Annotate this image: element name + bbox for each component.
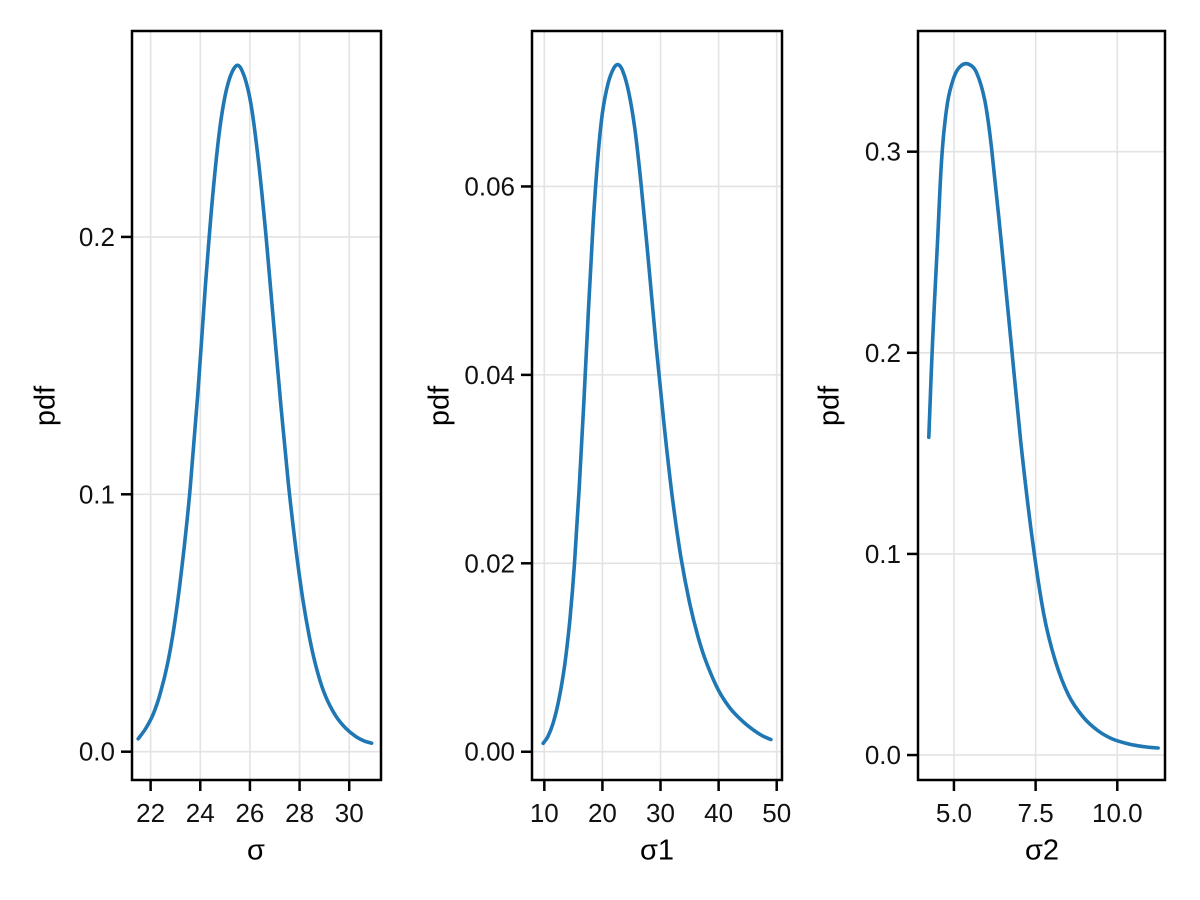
plot-frame xyxy=(916,29,1167,782)
x-tick-label: 10 xyxy=(530,798,559,828)
x-axis-label-sigma1: σ1 xyxy=(639,834,675,867)
pdf-curve xyxy=(541,62,773,746)
y-tick-label: 0.0 xyxy=(79,737,115,767)
x-tick-label: 5.0 xyxy=(936,798,972,828)
x-axis-label-sigma2: σ2 xyxy=(1024,834,1060,867)
x-tick-label: 28 xyxy=(285,798,314,828)
x-tick-label: 20 xyxy=(588,798,617,828)
y-tick-label: 0.02 xyxy=(464,548,515,578)
y-tick-label: 0.1 xyxy=(865,539,901,569)
x-tick-label: 7.5 xyxy=(1018,798,1054,828)
x-tick-label: 24 xyxy=(186,798,215,828)
x-tick-label: 30 xyxy=(646,798,675,828)
x-tick-label: 22 xyxy=(136,798,165,828)
y-axis-label-sigma2: pdf xyxy=(813,385,846,427)
x-tick-label: 30 xyxy=(335,798,364,828)
y-tick-label: 0.3 xyxy=(865,137,901,167)
y-tick-label: 0.00 xyxy=(464,737,515,767)
y-tick-label: 0.1 xyxy=(79,479,115,509)
pdf-curve xyxy=(927,61,1160,750)
plot-frame xyxy=(130,29,383,782)
y-tick-label: 0.0 xyxy=(865,740,901,770)
x-tick-label: 50 xyxy=(762,798,791,828)
y-tick-label: 0.2 xyxy=(865,338,901,368)
y-axis-label-sigma: pdf xyxy=(29,385,62,427)
y-tick-label: 0.06 xyxy=(464,171,515,201)
pdf-curve xyxy=(136,63,374,745)
x-tick-label: 10.0 xyxy=(1092,798,1143,828)
y-axis-label-sigma1: pdf xyxy=(423,385,456,427)
y-tick-label: 0.04 xyxy=(464,360,515,390)
x-tick-label: 26 xyxy=(235,798,264,828)
x-axis-label-sigma: σ xyxy=(247,834,265,867)
plot-frame xyxy=(530,29,784,782)
x-tick-label: 40 xyxy=(704,798,733,828)
y-tick-label: 0.2 xyxy=(79,222,115,252)
